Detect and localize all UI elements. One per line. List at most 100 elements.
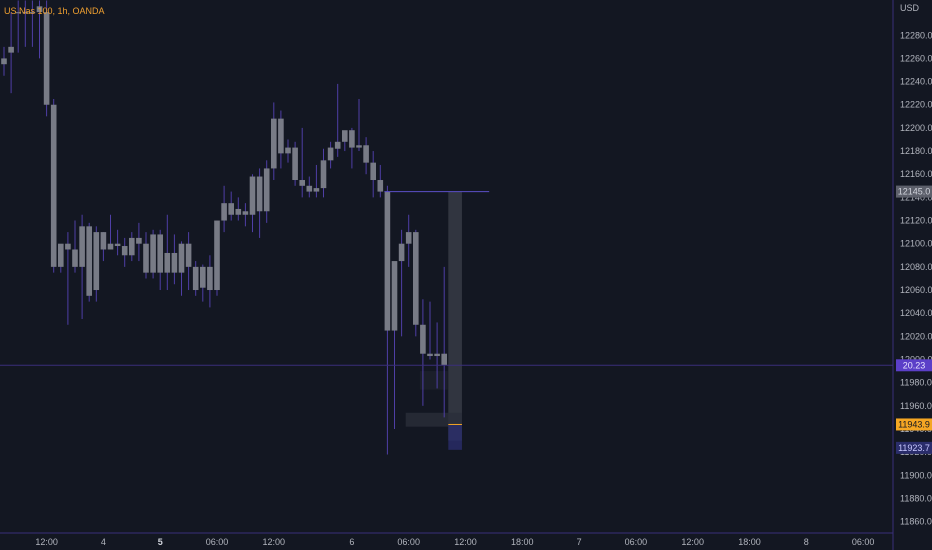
candle[interactable] xyxy=(136,222,142,262)
candle[interactable] xyxy=(263,160,270,223)
candle[interactable] xyxy=(192,261,199,296)
candle-body xyxy=(221,203,227,221)
time-tick-label: 06:00 xyxy=(625,537,648,547)
candle[interactable] xyxy=(214,220,220,296)
candle[interactable] xyxy=(249,174,256,233)
candle[interactable] xyxy=(292,141,298,186)
candle[interactable] xyxy=(200,264,206,302)
candle[interactable] xyxy=(65,232,71,325)
price-tick-label: 12100.0 xyxy=(900,239,932,249)
candle[interactable] xyxy=(15,0,21,53)
candle-body xyxy=(441,353,447,366)
price-tick-label: 11960.0 xyxy=(900,401,932,411)
candle[interactable] xyxy=(256,168,263,238)
candle-body xyxy=(43,12,50,105)
candle[interactable] xyxy=(420,299,426,406)
candle[interactable] xyxy=(441,266,447,418)
candle[interactable] xyxy=(334,83,341,157)
overlay-box xyxy=(405,412,462,427)
price-tag-text: 11923.7 xyxy=(898,443,930,453)
candle[interactable] xyxy=(306,176,313,198)
price-tag-bg xyxy=(896,418,932,431)
candle[interactable] xyxy=(320,148,327,198)
candle[interactable] xyxy=(72,220,78,273)
candle[interactable] xyxy=(370,151,376,198)
candle[interactable] xyxy=(405,214,412,267)
candle[interactable] xyxy=(121,237,128,267)
candle-body xyxy=(306,185,313,192)
candle-body xyxy=(207,266,213,291)
candle[interactable] xyxy=(327,141,334,169)
candle[interactable] xyxy=(164,214,171,291)
candle[interactable] xyxy=(58,243,64,273)
candle[interactable] xyxy=(313,164,320,198)
candle[interactable] xyxy=(299,127,305,198)
candle[interactable] xyxy=(93,226,100,302)
candle-body xyxy=(292,147,298,181)
candle-body xyxy=(278,118,284,154)
candle[interactable] xyxy=(377,164,384,198)
candle-body xyxy=(334,141,341,149)
time-tick-label: 12:00 xyxy=(454,537,477,547)
candle[interactable] xyxy=(285,139,291,163)
candle[interactable] xyxy=(427,301,433,360)
candle-body xyxy=(72,249,78,267)
price-tick-label: 12220.0 xyxy=(900,100,932,110)
price-tick-label: 12080.0 xyxy=(900,262,932,272)
candle[interactable] xyxy=(185,232,192,291)
price-tag-bg xyxy=(896,359,932,372)
candle[interactable] xyxy=(242,203,249,227)
candle[interactable] xyxy=(86,222,92,302)
time-axis[interactable]: 12:00 4 5 06:00 12:00 6 06:00 12:00 18:00 7 06:00 1… xyxy=(35,537,874,547)
candle[interactable] xyxy=(107,214,114,250)
candle[interactable] xyxy=(391,261,398,429)
candle[interactable] xyxy=(178,241,185,296)
candle-body xyxy=(107,243,114,250)
price-tag: 12145.0 xyxy=(896,185,932,198)
candle[interactable] xyxy=(278,110,284,169)
candle[interactable] xyxy=(29,0,36,47)
time-tick-label: 7 xyxy=(577,537,582,547)
candle[interactable] xyxy=(235,197,242,221)
candle[interactable] xyxy=(143,232,149,279)
candle[interactable] xyxy=(413,229,419,337)
candle[interactable] xyxy=(228,191,234,221)
price-tick-label: 12280.0 xyxy=(900,30,932,40)
time-tick-label: 8 xyxy=(804,537,809,547)
candle[interactable] xyxy=(434,322,440,389)
price-tag-text: 20.23 xyxy=(903,360,926,370)
time-tick-label: 12:00 xyxy=(681,537,704,547)
candles-layer[interactable] xyxy=(1,0,447,455)
candle[interactable] xyxy=(79,214,85,319)
candle-body xyxy=(384,191,391,331)
time-tick-label: 06:00 xyxy=(397,537,420,547)
time-tick-label: 4 xyxy=(101,537,106,547)
candle[interactable] xyxy=(150,229,156,279)
candle[interactable] xyxy=(50,98,57,273)
candle[interactable] xyxy=(22,0,29,47)
candle[interactable] xyxy=(398,229,405,337)
candle[interactable] xyxy=(129,232,135,262)
candle[interactable] xyxy=(100,232,107,262)
candle[interactable] xyxy=(114,229,121,256)
candle[interactable] xyxy=(349,127,355,169)
candle[interactable] xyxy=(356,98,362,152)
candle-body xyxy=(164,252,171,273)
candle[interactable] xyxy=(1,46,7,76)
price-tick-label: 12200.0 xyxy=(900,123,932,133)
candle[interactable] xyxy=(384,185,391,455)
candle[interactable] xyxy=(221,185,227,233)
candle[interactable] xyxy=(207,255,213,308)
candle-body xyxy=(100,232,107,250)
candle-body xyxy=(8,46,14,53)
candle-body xyxy=(327,147,334,161)
candle[interactable] xyxy=(36,0,43,59)
candle[interactable] xyxy=(157,229,163,291)
candle[interactable] xyxy=(8,12,14,94)
candle[interactable] xyxy=(171,234,178,285)
candle[interactable] xyxy=(271,102,277,181)
candle[interactable] xyxy=(363,137,369,175)
candle[interactable] xyxy=(342,130,348,152)
candle[interactable] xyxy=(43,0,50,117)
